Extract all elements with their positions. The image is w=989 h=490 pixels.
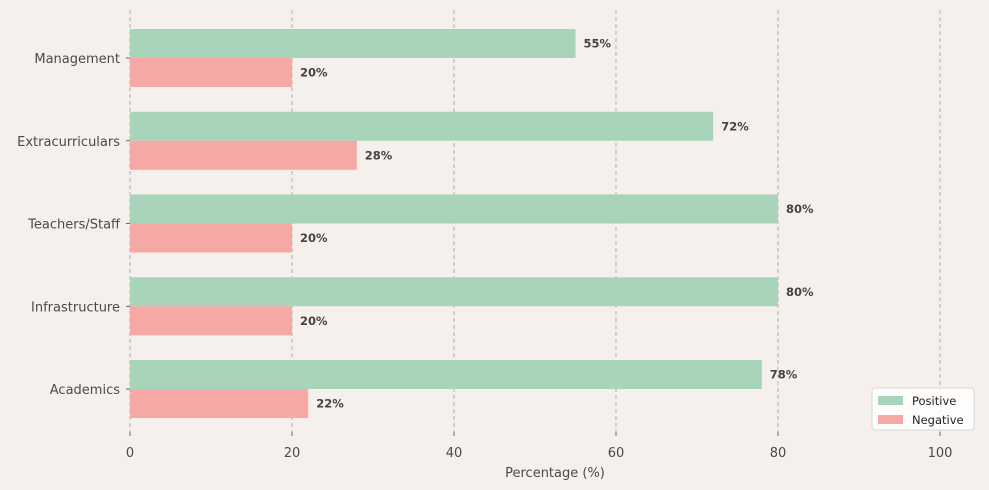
y-tick-label-extracurriculars: Extracurriculars	[17, 135, 120, 150]
y-tick-label-academics: Academics	[50, 383, 120, 398]
data-labels: 55% 20% 72% 28% 80% 20% 80% 20% 78% 22%	[300, 37, 814, 411]
bar-positive-management	[130, 29, 576, 58]
data-label-negative-teachers-staff: 20%	[300, 231, 328, 245]
x-tick-label-100: 100	[928, 446, 953, 461]
bar-negative-extracurriculars	[130, 140, 357, 170]
bar-positive-teachers-staff	[130, 194, 778, 224]
x-tick-label-80: 80	[770, 446, 787, 461]
legend-label-negative: Negative	[912, 413, 964, 427]
bars	[130, 29, 778, 418]
bar-positive-infrastructure	[130, 277, 778, 307]
bar-negative-infrastructure	[130, 306, 292, 336]
data-label-positive-management: 55%	[584, 37, 612, 51]
y-tick-label-teachers-staff: Teachers/Staff	[27, 218, 121, 233]
x-tick-label-0: 0	[126, 446, 134, 461]
x-tick-label-40: 40	[446, 446, 463, 461]
x-axis-label: Percentage (%)	[505, 466, 605, 481]
bar-positive-academics	[130, 360, 762, 389]
data-label-negative-infrastructure: 20%	[300, 314, 328, 328]
bar-negative-teachers-staff	[130, 223, 292, 253]
legend-swatch-negative	[878, 415, 903, 424]
y-tick-label-management: Management	[34, 52, 120, 67]
x-tick-label-60: 60	[608, 446, 625, 461]
data-label-negative-extracurriculars: 28%	[365, 148, 393, 162]
data-label-positive-teachers-staff: 80%	[786, 202, 814, 216]
y-axis-ticks: Management Extracurriculars Teachers/Staff…	[17, 52, 130, 398]
data-label-positive-infrastructure: 80%	[786, 285, 814, 299]
x-tick-label-20: 20	[284, 446, 301, 461]
bar-negative-management	[130, 58, 292, 87]
data-label-negative-management: 20%	[300, 66, 328, 80]
bar-positive-extracurriculars	[130, 111, 714, 141]
legend: Positive Negative	[871, 387, 975, 431]
data-label-positive-academics: 78%	[770, 368, 798, 382]
data-label-negative-academics: 22%	[316, 397, 344, 411]
data-label-positive-extracurriculars: 72%	[721, 119, 749, 133]
legend-swatch-positive	[878, 396, 903, 405]
bar-negative-academics	[130, 389, 309, 418]
x-axis-ticks: 0 20 40 60 80 100	[126, 432, 953, 461]
legend-label-positive: Positive	[912, 394, 956, 408]
y-tick-label-infrastructure: Infrastructure	[31, 300, 120, 315]
